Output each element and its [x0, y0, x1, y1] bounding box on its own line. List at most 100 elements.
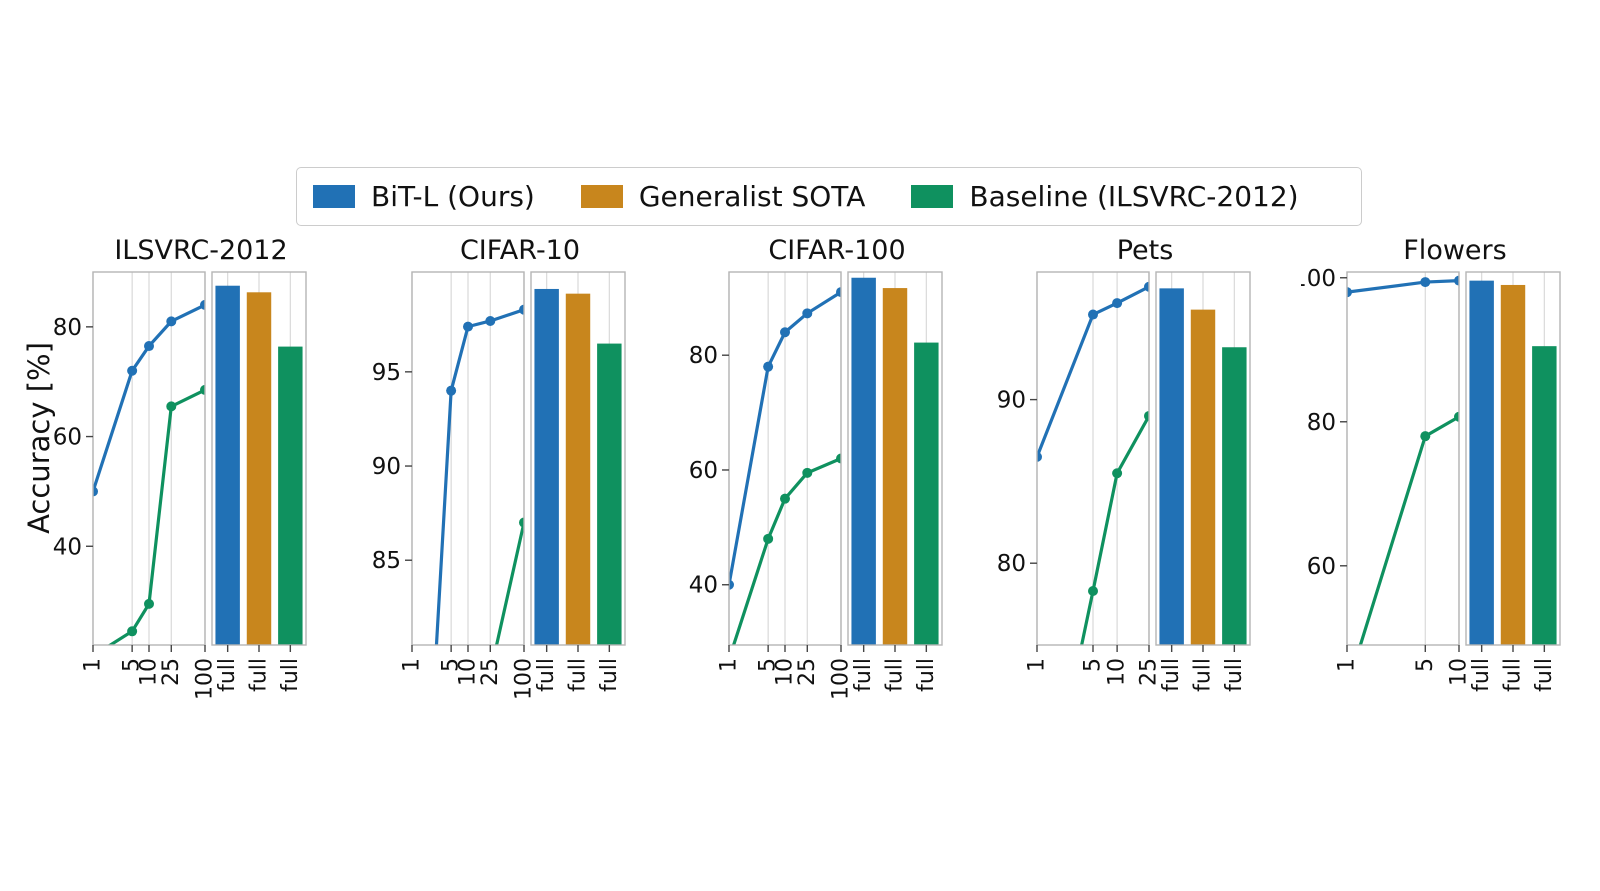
- panel-title-ilsvrc-2012: ILSVRC-2012: [114, 235, 288, 266]
- y-tick-label: 60: [1307, 554, 1336, 580]
- x-tick-label: 1: [1025, 658, 1050, 672]
- y-tick-label: 40: [53, 534, 82, 560]
- bar-bit: [851, 277, 876, 645]
- bar-tick-label: full: [1159, 658, 1184, 692]
- x-tick-label: 10: [773, 658, 798, 686]
- bar-bit: [1159, 288, 1184, 645]
- bar-sota: [882, 288, 908, 645]
- legend-item-bit: BiT-L (Ours): [313, 180, 535, 213]
- x-tick-label: 10: [137, 658, 162, 686]
- marker-bit: [144, 341, 154, 352]
- panel-title-flowers: Flowers: [1403, 235, 1507, 266]
- x-tick-label: 1: [400, 658, 425, 672]
- marker-bit: [729, 579, 734, 590]
- y-tick-label: 90: [997, 388, 1026, 414]
- bar-tick-label: full: [1532, 658, 1557, 692]
- marker-baseline: [763, 533, 774, 544]
- marker-bit: [127, 365, 138, 376]
- x-tick-label: 100: [193, 658, 218, 700]
- line-axes-border: [1346, 271, 1460, 646]
- marker-baseline: [200, 384, 205, 395]
- y-tick-label: 60: [689, 458, 718, 484]
- y-tick-label: 85: [372, 548, 401, 574]
- x-tick-label: 25: [1137, 658, 1162, 686]
- marker-bit: [836, 287, 841, 298]
- legend-item-sota: Generalist SOTA: [580, 180, 865, 213]
- bar-sota: [1190, 309, 1216, 645]
- panel-pets: Pets 80 90 1 5 10 25 full full full: [991, 234, 1253, 716]
- marker-bit: [1037, 451, 1042, 462]
- line-axes-bg: [1347, 272, 1459, 645]
- marker-baseline: [780, 493, 790, 504]
- panel-ilsvrc-2012: ILSVRC-2012 40 60 80 1 5 10 25 100 full full full: [47, 234, 309, 716]
- x-tick-label: 1: [717, 658, 742, 672]
- legend-swatch-bit-icon: [313, 185, 355, 208]
- legend-swatch-sota-icon: [580, 185, 623, 208]
- marker-bit: [1112, 298, 1123, 309]
- x-tick-label: 100: [829, 658, 854, 700]
- x-tick-label: 10: [1447, 658, 1472, 686]
- panel-flowers: Flowers 60801001510fullfullfull: [1301, 234, 1563, 716]
- legend-label-bit: BiT-L (Ours): [371, 180, 535, 213]
- bar-bit: [1469, 280, 1494, 645]
- marker-bit: [1144, 281, 1149, 292]
- x-tick-label: 5: [1081, 658, 1106, 672]
- x-tick-label: 10: [456, 658, 481, 686]
- x-tick-label: 1: [81, 658, 106, 672]
- x-tick-label: 25: [159, 658, 184, 686]
- line-bit: [1037, 285, 1149, 458]
- marker-bit: [519, 304, 524, 315]
- line-baseline: [494, 522, 524, 645]
- y-tick-label: 80: [53, 315, 82, 341]
- bar-baseline: [278, 346, 303, 645]
- bar-bit: [534, 288, 559, 645]
- bar-tick-label: full: [278, 658, 303, 692]
- x-tick-label: 5: [439, 658, 464, 672]
- marker-baseline: [1342, 683, 1352, 693]
- bar-tick-label: full: [1191, 658, 1216, 692]
- marker-baseline: [802, 467, 813, 478]
- marker-bit: [1347, 287, 1352, 298]
- bar-tick-label: full: [1501, 658, 1526, 692]
- panel-title-cifar-10: CIFAR-10: [459, 235, 581, 266]
- panel-cifar-100: CIFAR-100 40 60 80 1 5 10 25 100 full full full: [683, 234, 945, 716]
- y-tick-label: 80: [1307, 410, 1336, 436]
- marker-baseline: [1454, 411, 1459, 422]
- marker-bit: [1454, 275, 1459, 286]
- panel-title-cifar-100: CIFAR-100: [768, 235, 906, 266]
- bar-sota: [565, 293, 591, 645]
- bar-baseline: [1222, 347, 1247, 645]
- x-tick-label: 25: [478, 658, 503, 686]
- line-baseline: [1080, 415, 1149, 645]
- marker-baseline: [127, 626, 138, 637]
- x-tick-label: 25: [795, 658, 820, 686]
- marker-bit: [763, 361, 774, 372]
- marker-baseline: [144, 598, 154, 609]
- marker-baseline: [836, 453, 841, 464]
- marker-bit: [446, 385, 457, 396]
- marker-bit: [485, 315, 496, 326]
- panel-title-pets: Pets: [1116, 235, 1174, 266]
- marker-baseline: [519, 517, 524, 528]
- marker-baseline: [166, 401, 177, 412]
- bar-tick-label: full: [851, 658, 876, 692]
- x-tick-label: 1: [1335, 658, 1360, 672]
- bar-tick-label: full: [597, 658, 622, 692]
- x-tick-label: 5: [756, 658, 781, 672]
- marker-baseline: [1420, 431, 1431, 442]
- x-tick-label: 5: [1413, 658, 1438, 672]
- legend-swatch-baseline-icon: [911, 185, 954, 208]
- bar-baseline: [1532, 346, 1557, 645]
- marker-bit: [200, 299, 205, 310]
- bar-tick-label: full: [247, 658, 272, 692]
- y-tick-label: 60: [53, 425, 82, 451]
- marker-bit: [93, 486, 98, 497]
- bar-tick-label: full: [883, 658, 908, 692]
- bar-tick-label: full: [566, 658, 591, 692]
- legend-item-baseline: Baseline (ILSVRC-2012): [911, 180, 1299, 213]
- marker-bit: [1420, 277, 1431, 288]
- bar-tick-label: full: [215, 658, 240, 692]
